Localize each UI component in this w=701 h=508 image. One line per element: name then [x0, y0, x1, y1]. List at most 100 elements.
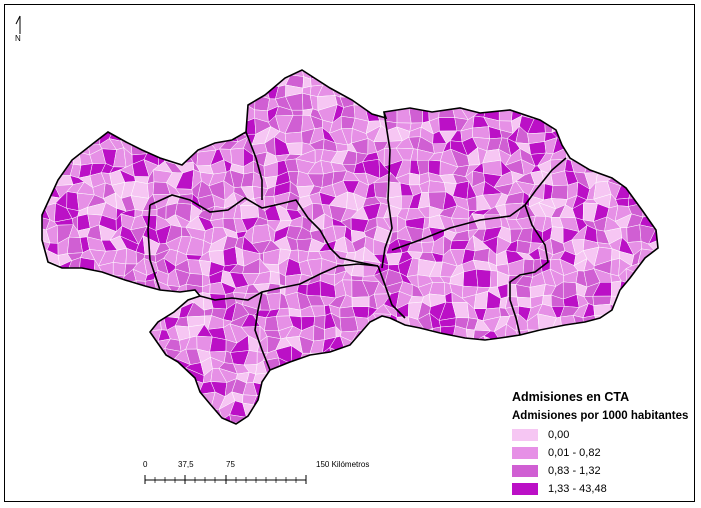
municipality-polygon: [79, 83, 92, 102]
north-label: N: [15, 34, 21, 43]
municipality-polygon: [126, 369, 137, 383]
municipality-polygon: [309, 389, 322, 409]
municipality-polygon: [637, 294, 651, 310]
municipality-polygon: [582, 81, 601, 94]
municipality-polygon: [131, 318, 150, 331]
municipality-polygon: [582, 109, 601, 122]
municipality-polygon: [453, 71, 467, 85]
municipality-polygon: [142, 345, 162, 366]
municipality-polygon: [46, 136, 62, 151]
municipality-polygon: [649, 206, 658, 217]
municipality-polygon: [407, 391, 426, 407]
municipality-polygon: [603, 326, 616, 341]
municipality-polygon: [474, 375, 490, 387]
municipality-polygon: [376, 70, 393, 76]
municipality-polygon: [418, 95, 437, 106]
municipality-polygon: [252, 404, 267, 415]
municipality-polygon: [362, 356, 376, 373]
municipality-polygon: [549, 73, 566, 88]
municipality-polygon: [55, 70, 66, 76]
municipality-polygon: [214, 86, 226, 97]
municipality-polygon: [291, 109, 304, 116]
municipality-polygon: [68, 357, 80, 369]
municipality-polygon: [407, 403, 426, 413]
municipality-polygon: [408, 94, 423, 106]
legend-subtitle: Admisiones por 1000 habitantes: [512, 410, 689, 422]
municipality-polygon: [647, 324, 658, 337]
municipality-polygon: [113, 302, 129, 315]
municipality-polygon: [629, 132, 643, 144]
municipality-polygon: [461, 337, 474, 354]
municipality-polygon: [98, 392, 118, 408]
municipality-polygon: [603, 71, 620, 90]
municipality-polygon: [610, 314, 619, 332]
municipality-polygon: [485, 416, 501, 424]
municipality-polygon: [526, 70, 544, 78]
municipality-polygon: [255, 412, 270, 424]
municipality-polygon: [541, 371, 558, 387]
municipality-polygon: [56, 414, 72, 424]
municipality-polygon: [499, 370, 511, 386]
municipality-polygon: [549, 70, 566, 79]
municipality-polygon: [131, 84, 150, 97]
municipality-polygon: [647, 92, 658, 113]
municipality-polygon: [636, 314, 657, 332]
municipality-polygon: [328, 396, 344, 408]
municipality-polygon: [355, 414, 367, 424]
municipality-polygon: [241, 73, 261, 89]
municipality-polygon: [103, 412, 117, 424]
municipality-polygon: [508, 345, 523, 363]
municipality-mosaic: [42, 70, 658, 424]
municipality-polygon: [152, 385, 169, 397]
municipality-polygon: [64, 391, 79, 410]
municipality-polygon: [539, 76, 552, 85]
municipality-polygon: [619, 103, 635, 118]
municipality-polygon: [648, 268, 658, 289]
municipality-polygon: [563, 127, 580, 145]
municipality-polygon: [563, 140, 580, 152]
municipality-polygon: [187, 70, 203, 79]
municipality-polygon: [43, 160, 62, 177]
municipality-polygon: [165, 127, 184, 141]
municipality-polygon: [198, 103, 217, 117]
municipality-polygon: [551, 326, 563, 343]
municipality-polygon: [452, 82, 466, 100]
municipality-polygon: [638, 335, 656, 353]
municipality-polygon: [109, 86, 128, 96]
municipality-polygon: [376, 82, 392, 100]
legend-swatch: [512, 429, 538, 441]
municipality-polygon: [642, 202, 654, 218]
municipality-polygon: [344, 350, 354, 365]
municipality-polygon: [520, 371, 534, 388]
municipality-polygon: [174, 402, 193, 420]
municipality-polygon: [175, 389, 190, 409]
municipality-polygon: [43, 282, 57, 298]
municipality-polygon: [88, 303, 100, 318]
municipality-polygon: [46, 313, 63, 325]
municipality-polygon: [307, 369, 327, 384]
municipality-polygon: [374, 92, 391, 106]
municipality-polygon: [508, 73, 517, 87]
municipality-polygon: [495, 70, 514, 76]
province-border-cadiz-malaga: [254, 291, 271, 371]
municipality-polygon: [582, 117, 602, 133]
municipality-polygon: [187, 73, 200, 85]
municipality-polygon: [639, 148, 655, 162]
municipality-polygon: [306, 406, 326, 421]
municipality-polygon: [136, 339, 147, 349]
municipality-polygon: [322, 73, 334, 86]
municipality-polygon: [596, 351, 608, 363]
municipality-polygon: [617, 367, 631, 386]
municipality-polygon: [196, 115, 211, 135]
municipality-polygon: [342, 78, 358, 90]
municipality-polygon: [629, 103, 642, 119]
municipality-polygon: [142, 104, 155, 121]
municipality-polygon: [600, 109, 612, 119]
municipality-polygon: [122, 71, 136, 91]
municipality-polygon: [43, 107, 62, 117]
municipality-polygon: [79, 96, 95, 110]
municipality-polygon: [223, 86, 235, 101]
municipality-polygon: [154, 389, 167, 408]
municipality-polygon: [287, 380, 303, 399]
municipality-polygon: [298, 407, 310, 421]
